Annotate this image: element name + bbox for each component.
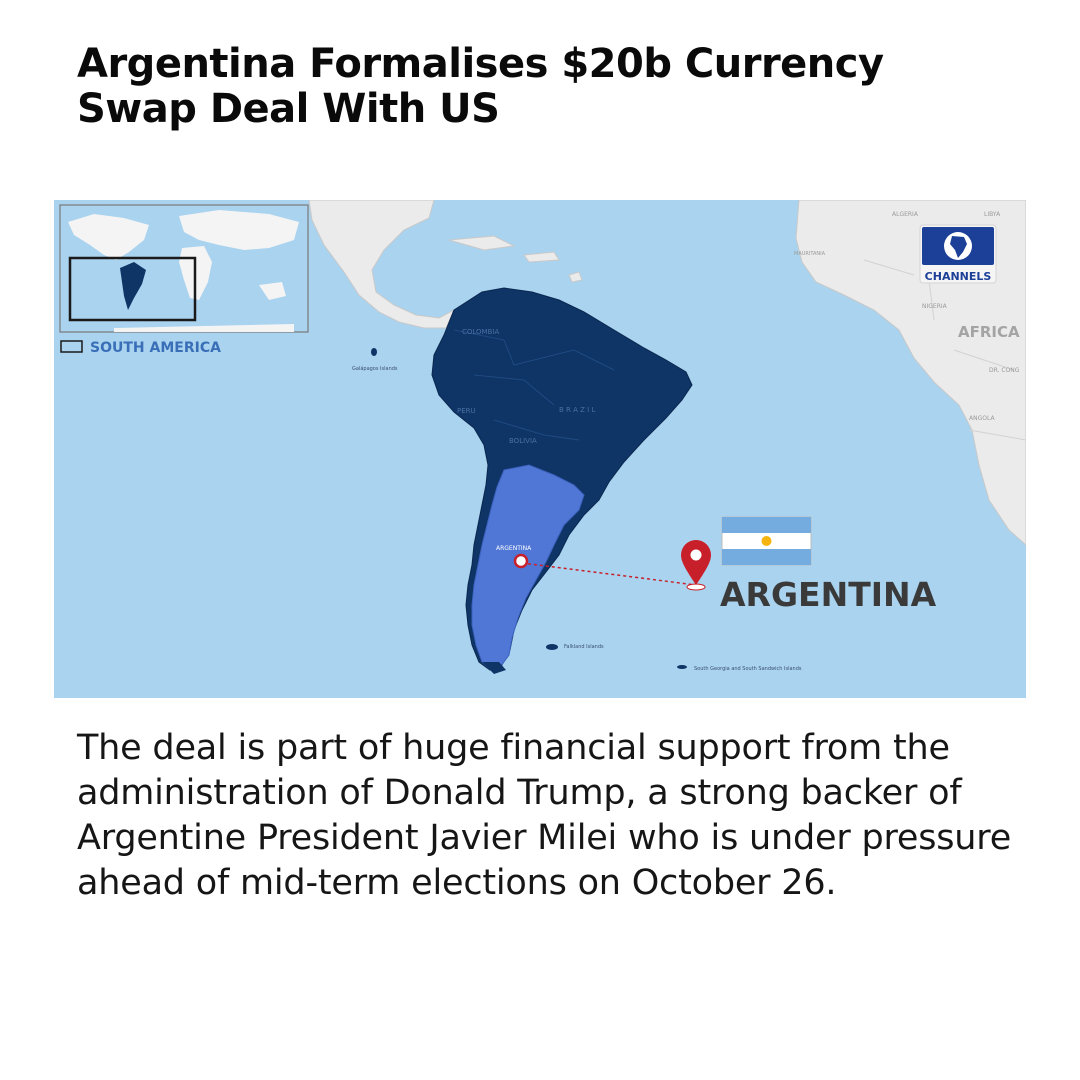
inset-legend-swatch <box>60 340 83 353</box>
headline: Argentina Formalises $20b Currency Swap … <box>77 41 884 132</box>
label-brazil: B R A Z I L <box>559 406 595 414</box>
label-south-georgia: South Georgia and South Sandwich Islands <box>694 666 802 672</box>
falkland-islands <box>546 644 558 650</box>
caribbean-islands <box>448 235 583 283</box>
central-america-landmass <box>308 200 456 329</box>
galapagos-islands <box>371 348 377 356</box>
label-bolivia: BOLIVIA <box>509 437 537 445</box>
channels-logo-text: CHANNELS <box>925 270 992 283</box>
argentina-region <box>471 464 585 671</box>
south-georgia-islands <box>677 665 687 669</box>
label-galapagos: Galápagos Islands <box>352 365 398 372</box>
africa-landmass <box>795 200 1026 546</box>
label-nigeria: NIGERIA <box>922 303 948 310</box>
label-angola: ANGOLA <box>969 415 995 422</box>
label-algeria: ALGERIA <box>892 211 919 218</box>
small-argentina-label: ARGENTINA <box>496 545 532 552</box>
label-africa: AFRICA <box>958 323 1020 341</box>
label-dr-congo: DR. CONG <box>989 367 1020 374</box>
label-colombia: COLOMBIA <box>462 328 499 336</box>
label-falkland: Falkland Islands <box>564 644 604 650</box>
location-marker-icon <box>513 553 529 569</box>
country-borders <box>453 329 615 441</box>
label-mauritania: MAURITANIA <box>794 251 826 257</box>
inset-world-map <box>59 204 309 333</box>
channels-logo: CHANNELS <box>919 224 997 284</box>
map-pin-icon <box>681 540 711 591</box>
argentina-pin-label: ARGENTINA <box>720 575 937 614</box>
article-body: The deal is part of huge financial suppo… <box>77 728 1012 903</box>
inset-legend-label: SOUTH AMERICA <box>90 340 221 356</box>
label-peru: PERU <box>457 407 476 415</box>
route-line <box>521 562 697 586</box>
tierra-del-fuego <box>482 662 506 674</box>
argentina-flag-icon <box>721 516 812 566</box>
label-libya: LIBYA <box>984 211 1001 218</box>
map-image: COLOMBIA PERU BOLIVIA B R A Z I L Galápa… <box>54 200 1026 698</box>
